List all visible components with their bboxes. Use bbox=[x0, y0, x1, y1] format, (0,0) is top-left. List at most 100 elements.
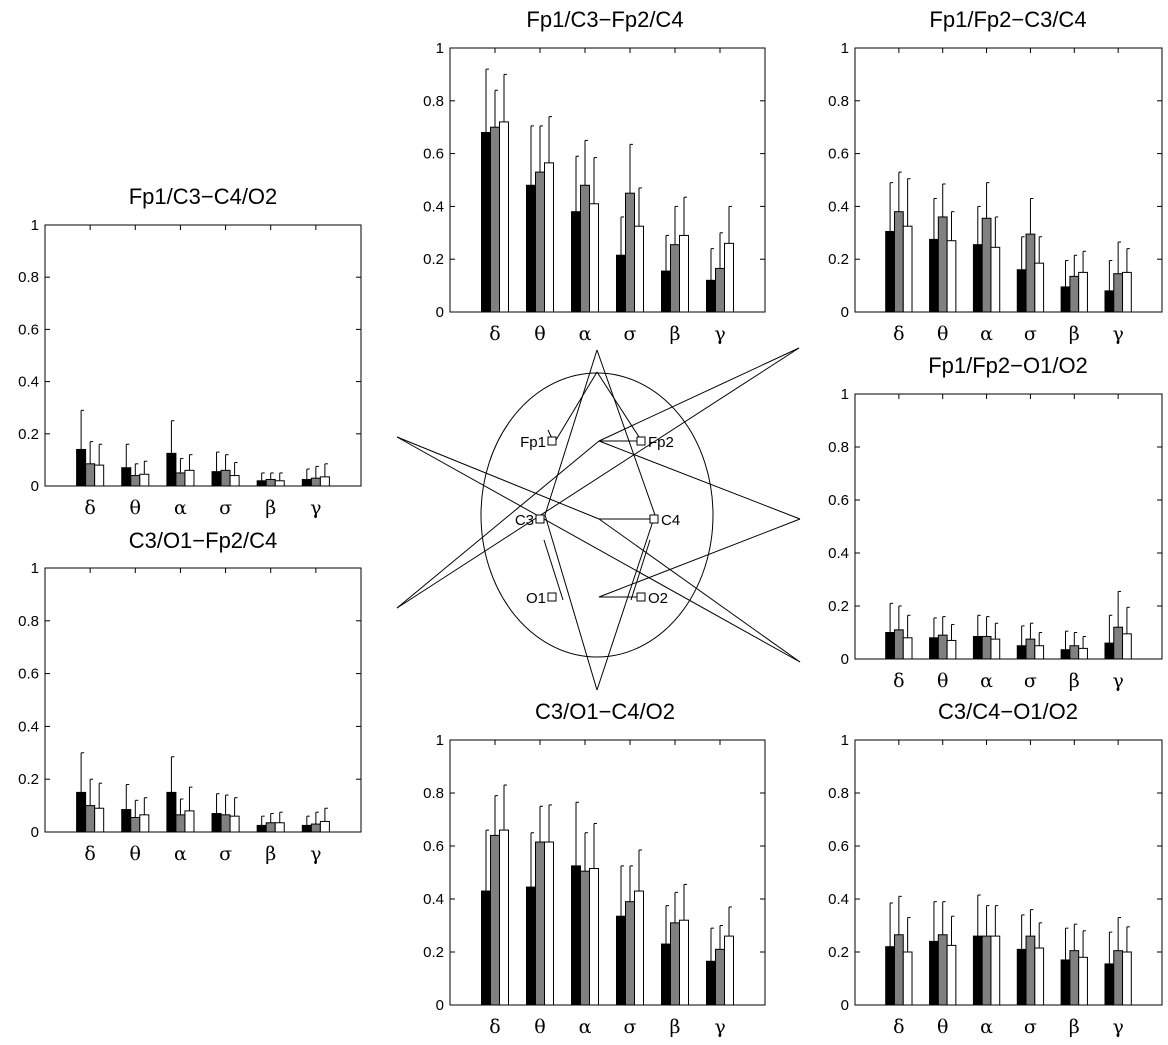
x-category-label: β bbox=[1069, 670, 1080, 692]
bar bbox=[706, 279, 716, 313]
bar bbox=[220, 469, 231, 487]
bar bbox=[1104, 963, 1115, 1006]
bar bbox=[490, 126, 500, 313]
bar bbox=[616, 254, 626, 313]
bar bbox=[990, 246, 1001, 313]
chart-title: Fp1/Fp2−O1/O2 bbox=[928, 353, 1088, 378]
bar bbox=[946, 944, 957, 1006]
y-tick-label: 0.8 bbox=[828, 93, 849, 110]
chart-panel: Fp1/C3−Fp2/C4 0 0.2 0.4 0.6 0.8 1 δ θ α σ β γ bbox=[423, 7, 766, 345]
bar bbox=[929, 637, 939, 660]
bar bbox=[1078, 647, 1088, 660]
y-tick-label: 0.6 bbox=[423, 146, 444, 163]
bar bbox=[229, 815, 240, 833]
bar bbox=[1104, 290, 1115, 313]
chart-panel: Fp1/Fp2−C3/C4 0 0.2 0.4 0.6 0.8 1 δ θ α σ β γ bbox=[828, 7, 1163, 345]
plot-frame bbox=[449, 47, 766, 313]
y-tick-label: 0 bbox=[31, 824, 39, 841]
x-category-label: δ bbox=[84, 497, 95, 519]
bar bbox=[929, 238, 939, 313]
x-category-label: γ bbox=[310, 843, 321, 865]
bar bbox=[229, 475, 240, 487]
y-tick-label: 0 bbox=[841, 997, 849, 1014]
electrode-label: C4 bbox=[661, 512, 680, 529]
connection-line bbox=[555, 371, 598, 441]
bar bbox=[670, 922, 680, 1006]
electrode-label: Fp2 bbox=[648, 434, 674, 451]
bar bbox=[1069, 645, 1080, 660]
bar bbox=[625, 901, 635, 1006]
x-category-label: β bbox=[670, 1016, 681, 1038]
bar bbox=[571, 211, 581, 313]
x-category-label: δ bbox=[893, 1016, 904, 1038]
bar bbox=[85, 805, 96, 833]
bar bbox=[319, 476, 330, 487]
bar bbox=[301, 478, 312, 487]
bar bbox=[1113, 950, 1124, 1006]
bar bbox=[634, 890, 644, 1006]
plot-frame bbox=[854, 47, 1163, 313]
bar bbox=[885, 632, 895, 660]
bar bbox=[1016, 645, 1027, 660]
bar bbox=[1060, 959, 1071, 1006]
y-tick-label: 0.8 bbox=[18, 269, 39, 286]
connection-line bbox=[596, 349, 656, 516]
chart-panel: Fp1/Fp2−O1/O2 0 0.2 0.4 0.6 0.8 1 δ θ α σ β γ bbox=[828, 353, 1163, 692]
electrode-label: Fp1 bbox=[520, 434, 546, 451]
bar bbox=[166, 791, 177, 833]
bar bbox=[616, 915, 626, 1006]
chart-title: Fp1/C3−C4/O2 bbox=[129, 184, 278, 209]
plot-frame bbox=[854, 739, 1163, 1006]
x-category-label: α bbox=[174, 497, 187, 519]
bar bbox=[310, 823, 321, 833]
y-tick-label: 1 bbox=[841, 386, 849, 403]
bar bbox=[990, 638, 1001, 660]
bar bbox=[670, 244, 680, 313]
bar bbox=[706, 960, 716, 1006]
bar bbox=[544, 162, 554, 313]
y-tick-label: 0.2 bbox=[828, 251, 849, 268]
bar bbox=[139, 473, 150, 487]
bar bbox=[661, 943, 671, 1006]
chart-title: Fp1/Fp2−C3/C4 bbox=[929, 7, 1086, 32]
bar bbox=[265, 822, 276, 833]
y-tick-label: 0.8 bbox=[423, 785, 444, 802]
x-category-label: β bbox=[1069, 323, 1080, 345]
x-category-label: σ bbox=[1024, 1016, 1037, 1038]
bar bbox=[301, 824, 312, 833]
bar bbox=[274, 822, 285, 833]
bar bbox=[85, 463, 96, 487]
connection-line bbox=[544, 349, 598, 516]
chart-panel: C3/O1−C4/O2 0 0.2 0.4 0.6 0.8 1 δ θ α σ β γ bbox=[423, 699, 766, 1038]
connection-line bbox=[596, 514, 656, 691]
bar bbox=[715, 948, 725, 1006]
bar bbox=[946, 639, 957, 660]
electrode-marker bbox=[636, 592, 646, 602]
chart-panel: C3/O1−Fp2/C4 0 0.2 0.4 0.6 0.8 1 δ θ α σ β γ bbox=[18, 528, 362, 865]
bar bbox=[1016, 269, 1027, 313]
bar bbox=[972, 244, 983, 313]
connection-line bbox=[598, 347, 800, 442]
bar bbox=[981, 935, 992, 1006]
x-category-label: α bbox=[174, 843, 187, 865]
bar bbox=[184, 810, 195, 833]
plot-frame bbox=[44, 567, 362, 833]
bar bbox=[679, 234, 689, 313]
y-tick-label: 0.6 bbox=[828, 146, 849, 163]
bar bbox=[972, 635, 983, 660]
x-category-label: θ bbox=[534, 1016, 545, 1038]
x-category-label: σ bbox=[1024, 323, 1037, 345]
y-tick-label: 0.2 bbox=[423, 251, 444, 268]
electrode-marker bbox=[547, 592, 557, 602]
y-tick-label: 0.8 bbox=[18, 613, 39, 630]
bar bbox=[94, 464, 105, 487]
y-tick-label: 0 bbox=[436, 304, 444, 321]
x-category-label: β bbox=[265, 497, 276, 519]
bar bbox=[211, 471, 222, 487]
electrode-marker bbox=[535, 514, 545, 524]
bar bbox=[580, 184, 590, 313]
electrode-label: O1 bbox=[526, 590, 546, 607]
bar bbox=[1122, 271, 1132, 313]
x-category-label: γ bbox=[714, 1016, 725, 1038]
x-category-label: γ bbox=[1112, 670, 1123, 692]
